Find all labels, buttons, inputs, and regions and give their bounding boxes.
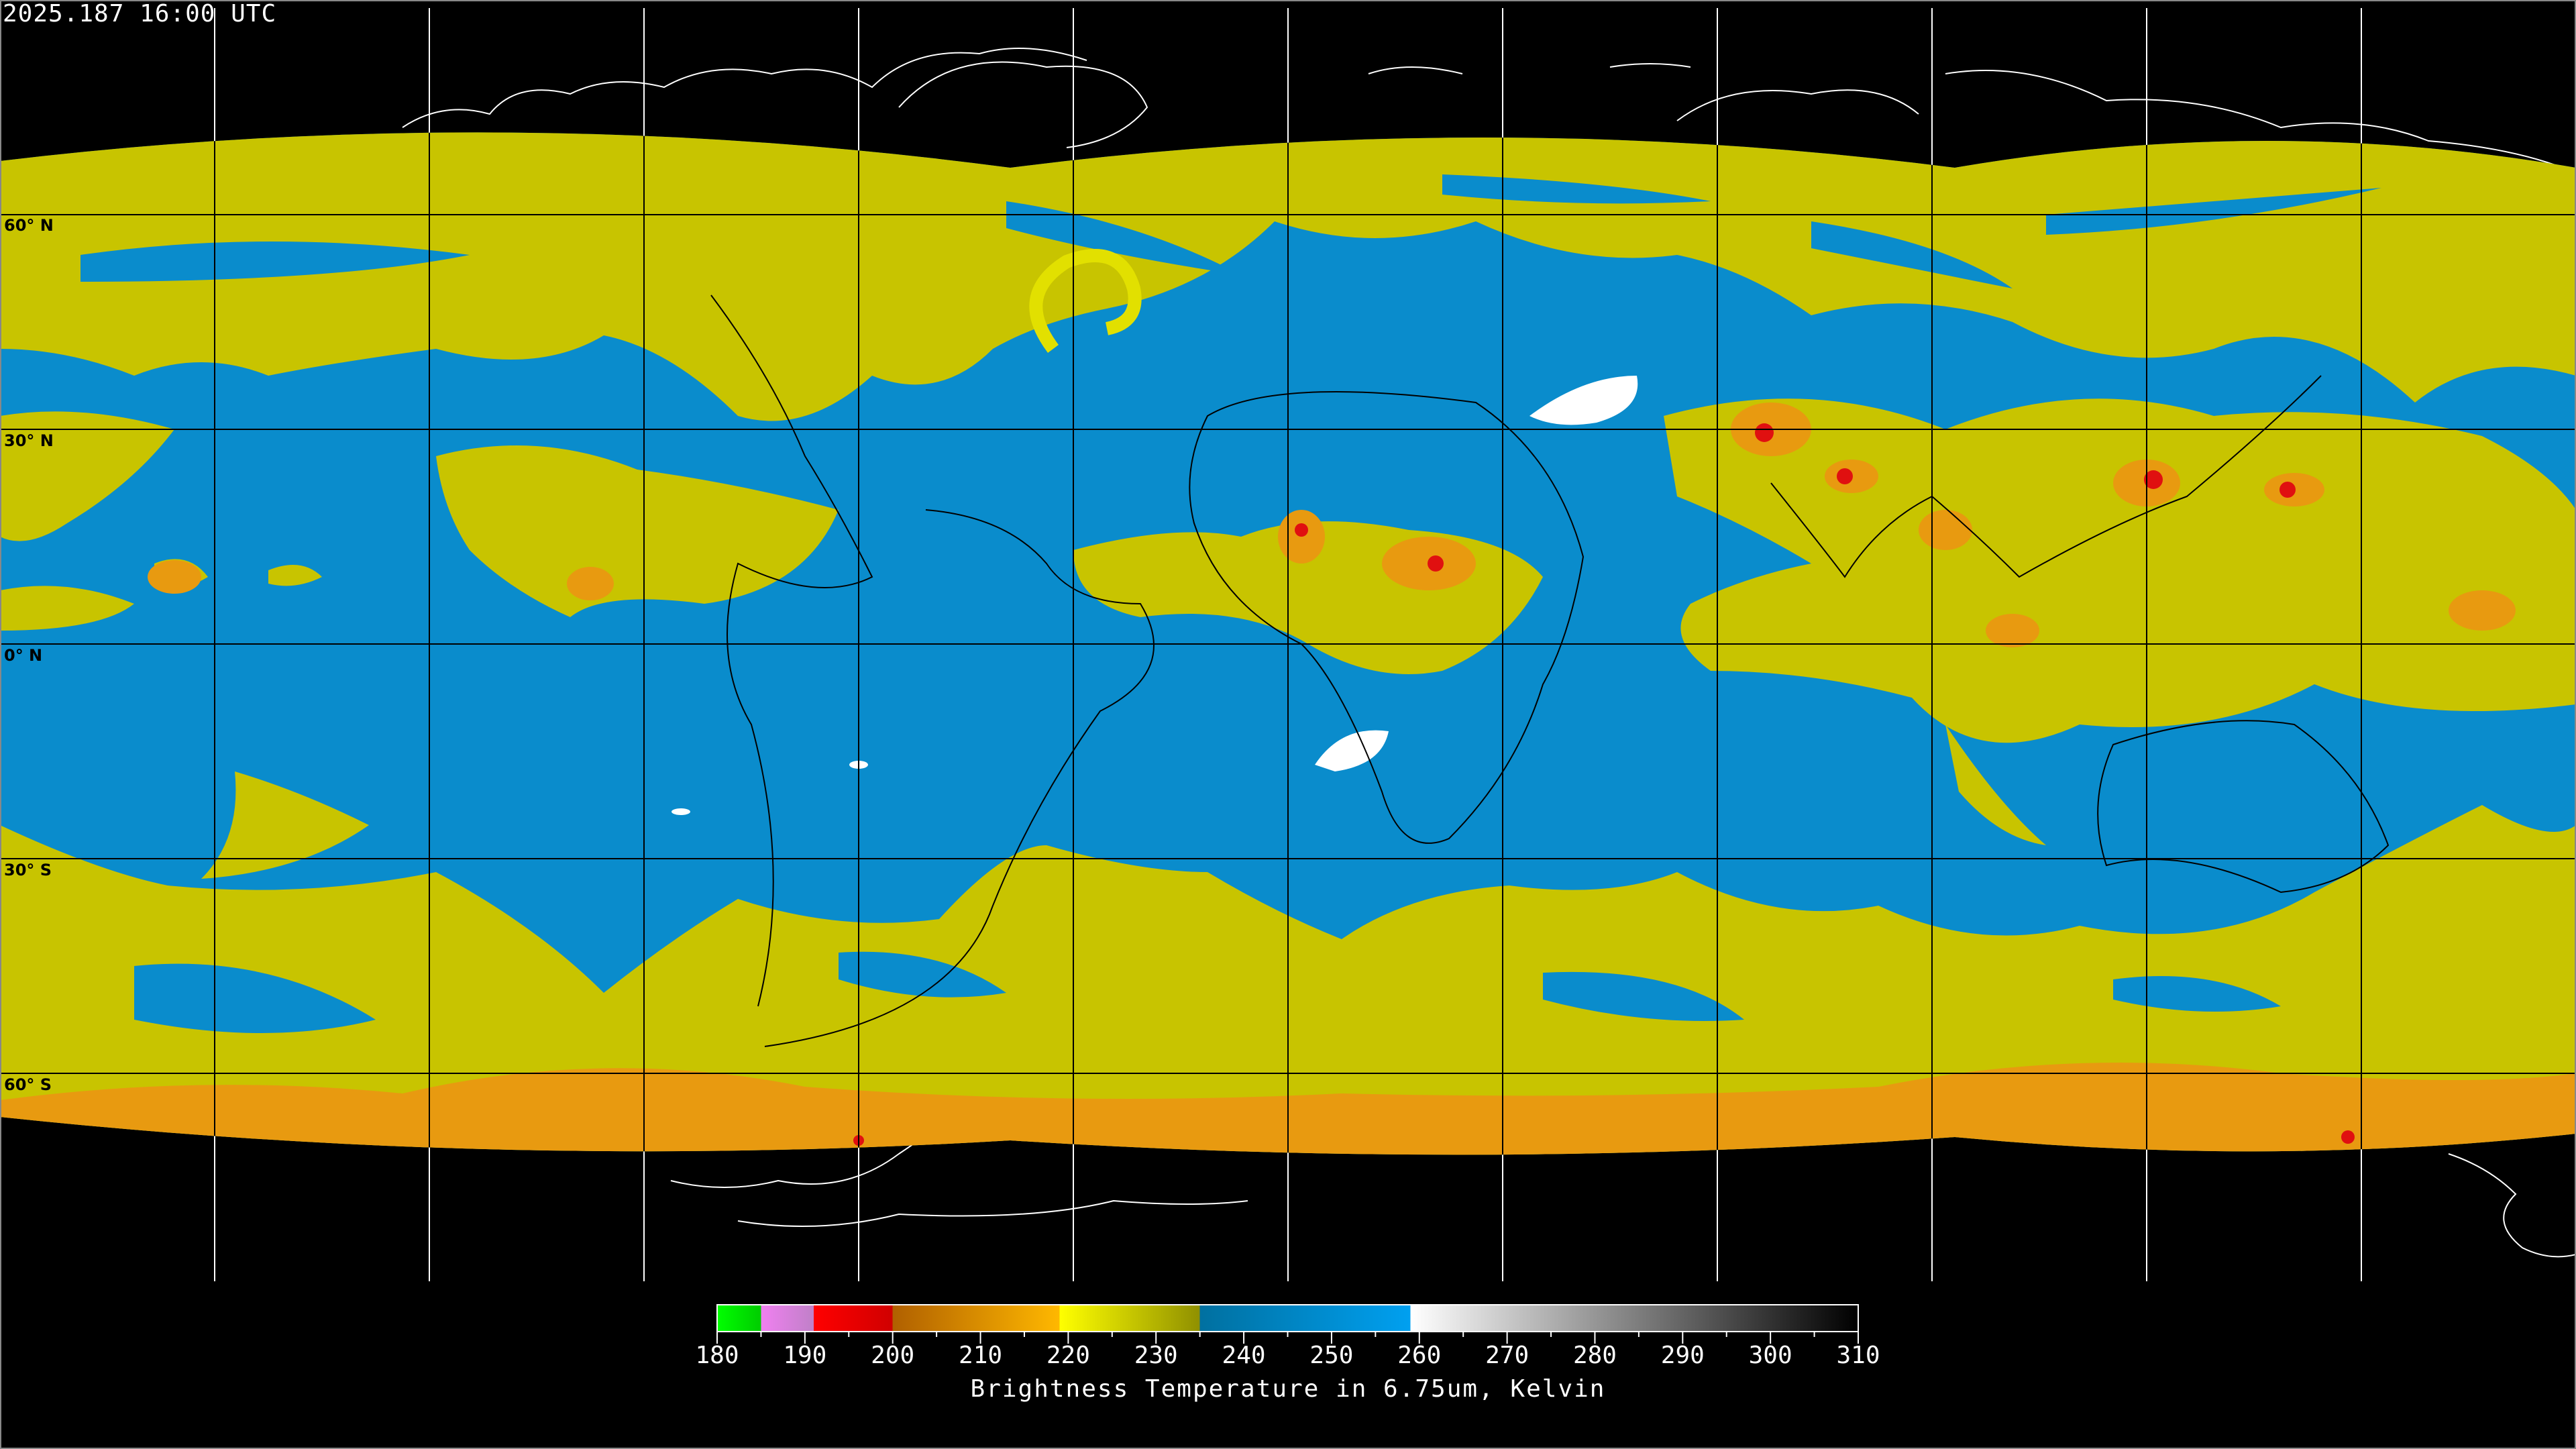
colorbar-tick-label: 280 (1572, 1342, 1617, 1369)
lat-label-30n: 30° N (4, 431, 54, 450)
colorbar-tick-label: 220 (1046, 1342, 1090, 1369)
lat-label-0n: 0° N (4, 646, 43, 665)
colorbar-tick-label: 310 (1836, 1342, 1880, 1369)
colorbar-tick-label: 180 (695, 1342, 739, 1369)
coldest-tops (853, 423, 2355, 1146)
colorbar-tick-label: 210 (959, 1342, 1003, 1369)
colorbar (716, 1304, 1859, 1344)
colorbar-tick-label: 250 (1309, 1342, 1354, 1369)
colorbar-tick-label: 200 (871, 1342, 915, 1369)
coastlines-polar (402, 48, 2576, 1258)
lat-label-60n: 60° N (4, 216, 54, 235)
satellite-imagery (0, 132, 2576, 1155)
north-pacific-moisture (0, 411, 174, 541)
lat-label-60s: 60° S (4, 1075, 52, 1094)
colorbar-tick-label: 260 (1397, 1342, 1442, 1369)
timestamp: 2025.187 16:00 UTC (3, 0, 277, 28)
colorbar-tick-label: 270 (1485, 1342, 1529, 1369)
colorbar-tick-label: 240 (1222, 1342, 1266, 1369)
asia-monsoon (1664, 398, 2576, 743)
south-pacific-band (201, 771, 369, 879)
colorbar-tick-label: 190 (783, 1342, 827, 1369)
colorbar-tick-label: 290 (1660, 1342, 1705, 1369)
colorbar-tick-label: 300 (1748, 1342, 1792, 1369)
colorbar-title: Brightness Temperature in 6.75um, Kelvin (970, 1375, 1606, 1403)
coastlines (710, 294, 2390, 1047)
central-america-convection (436, 445, 839, 617)
lat-label-30s: 30° S (4, 861, 52, 879)
colorbar-tick-label: 230 (1134, 1342, 1178, 1369)
north-atlantic-cyclone (1029, 249, 1142, 353)
